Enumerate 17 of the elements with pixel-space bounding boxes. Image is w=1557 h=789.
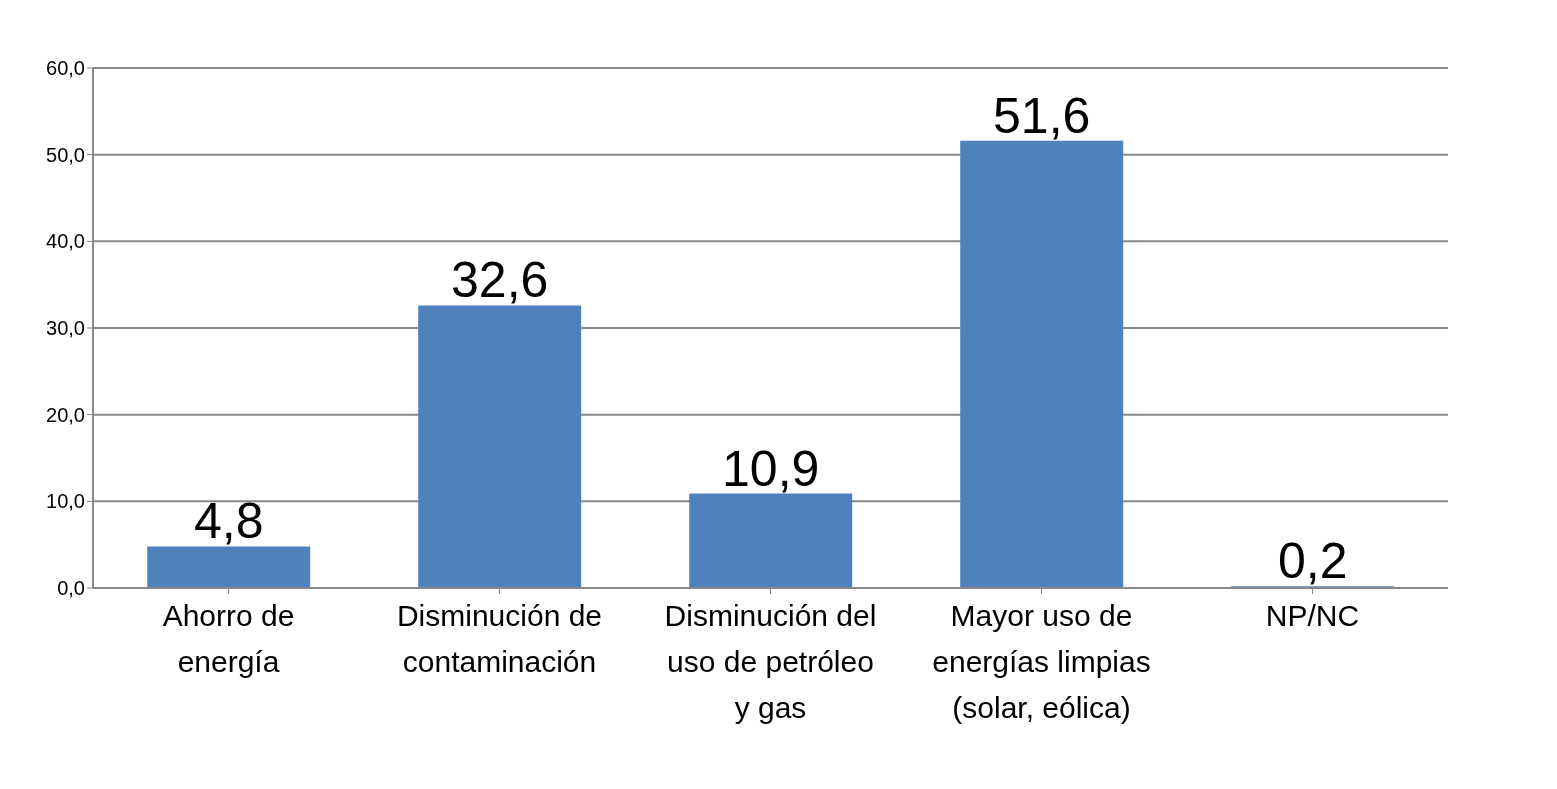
x-tick-label: Mayor uso de energías limpias (solar, eólica) [932, 599, 1151, 724]
data-label: 10,9 [722, 440, 820, 497]
data-label: 32,6 [451, 252, 549, 309]
data-label: 51,6 [993, 87, 1091, 144]
x-tick-label: Disminución del uso de petróleo y gas [664, 599, 877, 724]
y-tick-label: 0,0 [57, 577, 85, 600]
y-tick-label: 40,0 [46, 230, 85, 253]
data-label: 0,2 [1277, 533, 1348, 590]
y-tick-label: 60,0 [46, 57, 85, 80]
y-tick-label: 20,0 [46, 403, 85, 426]
x-tick-label: Ahorro de energía [162, 599, 295, 678]
y-tick-label: 30,0 [46, 317, 85, 340]
x-tick-label: Disminución de contaminación [396, 599, 603, 678]
y-tick-label: 50,0 [46, 143, 85, 166]
y-tick-label: 10,0 [46, 490, 85, 513]
x-tick-label: NP/NC [1265, 599, 1360, 632]
data-label: 4,8 [193, 493, 264, 550]
